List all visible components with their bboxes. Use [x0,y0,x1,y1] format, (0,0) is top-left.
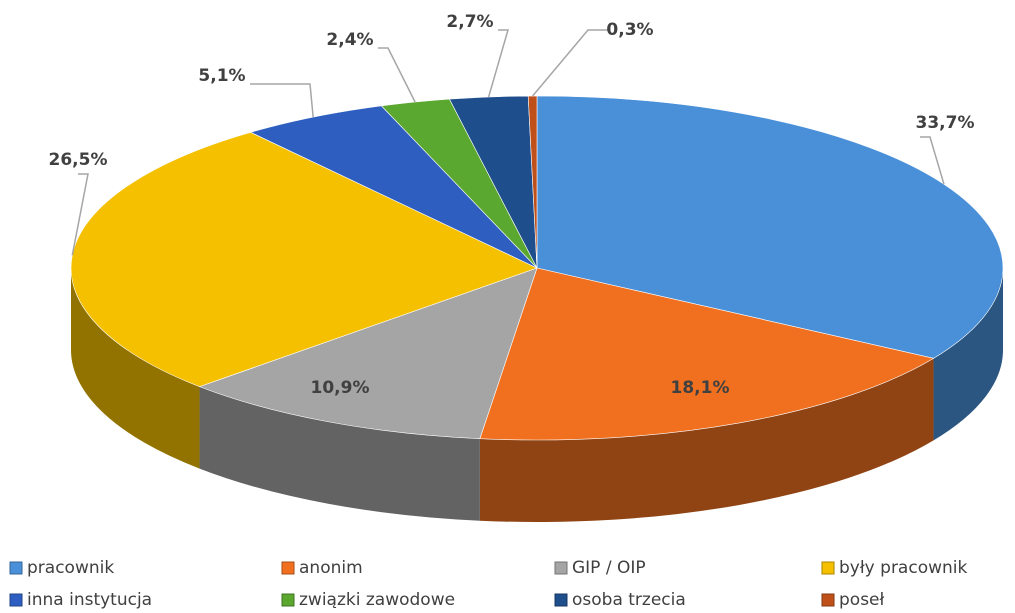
legend-swatch [821,561,835,575]
leader-line [532,29,608,97]
legend-swatch [281,561,295,575]
data-label: 2,4% [326,30,373,50]
data-label: 26,5% [49,150,108,170]
slice [527,95,538,269]
leader-line [71,173,89,256]
data-label: 2,7% [446,12,493,32]
slice [249,105,538,269]
legend-swatch [9,561,23,575]
leader-line [487,29,509,98]
data-label: 18,1% [671,378,730,398]
legend-swatch [554,593,568,607]
slice-side [71,268,200,469]
legend-label: pracownik [27,558,114,578]
legend-swatch [9,593,23,607]
legend-label: poseł [839,590,885,610]
slice [536,95,1004,359]
legend-label: były pracownik [839,558,967,578]
slice-side [479,358,934,522]
legend-label: osoba trzecia [572,590,686,610]
legend-label: związki zawodowe [299,590,455,610]
legend-label: inna instytucja [27,590,152,610]
slice [479,267,935,441]
legend-swatch [554,561,568,575]
legend-label: anonim [299,558,363,578]
slice-side [933,268,1003,441]
leader-line [378,47,416,103]
leader-line [250,83,314,118]
legend-swatch [281,593,295,607]
data-label: 10,9% [311,378,370,398]
slice-side [199,386,480,521]
leader-line [920,136,945,185]
legend-label: GIP / OIP [572,558,646,578]
data-label: 5,1% [198,66,245,86]
data-label: 33,7% [916,113,975,133]
data-label: 0,3% [606,20,653,40]
slice [198,267,538,440]
legend-swatch [821,593,835,607]
